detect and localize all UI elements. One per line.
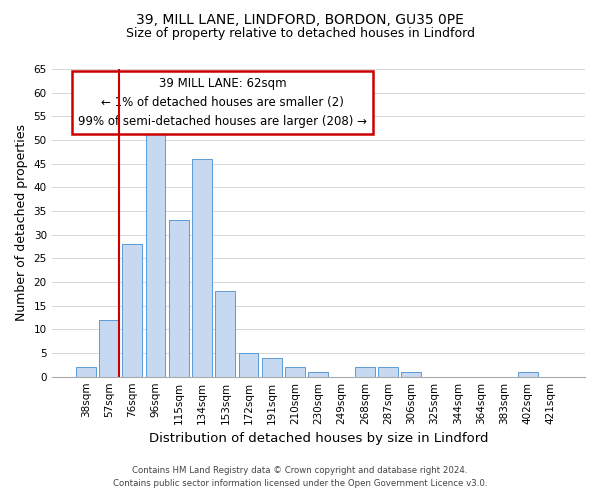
Bar [76, 367, 95, 376]
Bar [355, 367, 375, 376]
Text: Size of property relative to detached houses in Lindford: Size of property relative to detached ho… [125, 28, 475, 40]
X-axis label: Distribution of detached houses by size in Lindford: Distribution of detached houses by size … [149, 432, 488, 445]
Y-axis label: Number of detached properties: Number of detached properties [15, 124, 28, 322]
Bar [99, 320, 119, 376]
Text: Contains HM Land Registry data © Crown copyright and database right 2024.
Contai: Contains HM Land Registry data © Crown c… [113, 466, 487, 487]
Bar [262, 358, 282, 376]
Bar [169, 220, 188, 376]
Bar [239, 353, 259, 376]
Bar [192, 159, 212, 376]
Bar [215, 292, 235, 376]
Bar [518, 372, 538, 376]
Text: 39, MILL LANE, LINDFORD, BORDON, GU35 0PE: 39, MILL LANE, LINDFORD, BORDON, GU35 0P… [136, 12, 464, 26]
Text: 39 MILL LANE: 62sqm
← 1% of detached houses are smaller (2)
99% of semi-detached: 39 MILL LANE: 62sqm ← 1% of detached hou… [78, 76, 367, 128]
Bar [378, 367, 398, 376]
Bar [122, 244, 142, 376]
Bar [285, 367, 305, 376]
Bar [308, 372, 328, 376]
Bar [401, 372, 421, 376]
Bar [146, 121, 166, 376]
